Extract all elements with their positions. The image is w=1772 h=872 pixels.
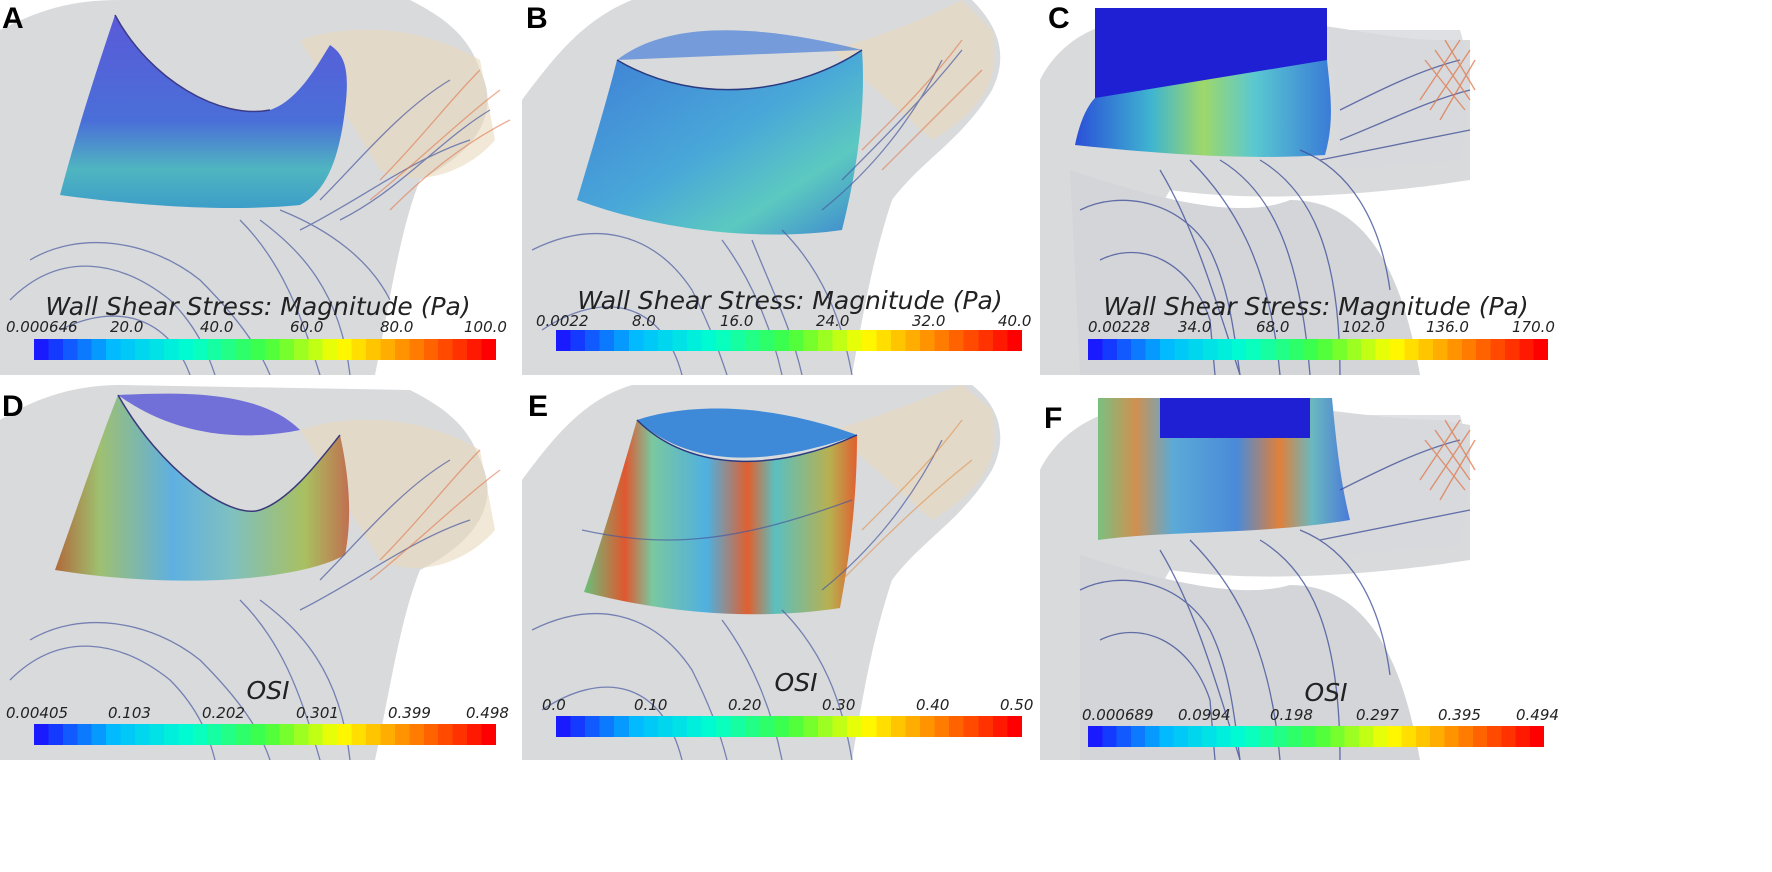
panel-label: E xyxy=(528,390,549,423)
colorbar-tick: 8.0 xyxy=(632,312,656,330)
vessel-render-e xyxy=(522,380,1040,760)
vessel-render-a xyxy=(0,0,522,375)
colorbar-tick: 60.0 xyxy=(290,318,324,336)
vessel-render-c xyxy=(1040,0,1570,375)
panel-label: C xyxy=(1048,2,1070,35)
colorbar-tick: 0.301 xyxy=(296,704,339,722)
colorbar-tick: 0.399 xyxy=(388,704,431,722)
panel-label: B xyxy=(526,2,548,35)
colorbar-tick: 0.0 xyxy=(542,696,566,714)
colorbar-tick: 24.0 xyxy=(816,312,850,330)
colorbar-tick: 34.0 xyxy=(1178,318,1212,336)
colorbar-tick: 0.0022 xyxy=(536,312,589,330)
colorbar-tick: 0.00228 xyxy=(1088,318,1151,336)
colorbar-title: OSI xyxy=(774,668,818,697)
colorbar xyxy=(1088,726,1544,747)
colorbar-tick: 0.395 xyxy=(1438,706,1481,724)
colorbar-tick: 170.0 xyxy=(1512,318,1555,336)
vessel-render-f xyxy=(1040,380,1570,760)
colorbar-title: Wall Shear Stress: Magnitude (Pa) xyxy=(45,292,471,321)
colorbar-title: Wall Shear Stress: Magnitude (Pa) xyxy=(577,286,1003,315)
colorbar xyxy=(556,330,1022,351)
vessel-render-b xyxy=(522,0,1040,375)
colorbar-tick: 40.0 xyxy=(200,318,234,336)
colorbar xyxy=(1088,339,1548,360)
colorbar-tick: 32.0 xyxy=(912,312,946,330)
colorbar-tick: 0.000689 xyxy=(1082,706,1154,724)
colorbar-tick: 0.50 xyxy=(1000,696,1034,714)
panel-c: C Wall Shear Stress: Magnitude (Pa) 0.00… xyxy=(1040,0,1570,375)
colorbar xyxy=(34,339,496,360)
colorbar-tick: 0.297 xyxy=(1356,706,1399,724)
vessel-render-d xyxy=(0,380,522,760)
panel-a: A Wall Shear Stress: Magnitude (Pa) 0.00… xyxy=(0,0,522,375)
colorbar-tick: 80.0 xyxy=(380,318,414,336)
colorbar-tick: 0.0994 xyxy=(1178,706,1231,724)
colorbar-title: OSI xyxy=(246,676,290,705)
colorbar-title: Wall Shear Stress: Magnitude (Pa) xyxy=(1103,292,1529,321)
colorbar-tick: 0.40 xyxy=(916,696,950,714)
panel-label: D xyxy=(2,390,24,423)
colorbar-tick: 0.00405 xyxy=(6,704,69,722)
colorbar xyxy=(556,716,1022,737)
colorbar-tick: 0.103 xyxy=(108,704,151,722)
colorbar-tick: 40.0 xyxy=(998,312,1032,330)
colorbar-tick: 16.0 xyxy=(720,312,754,330)
colorbar-tick: 0.494 xyxy=(1516,706,1559,724)
colorbar-tick: 102.0 xyxy=(1342,318,1385,336)
colorbar-tick: 0.20 xyxy=(728,696,762,714)
panel-e: E OSI 0.0 0.10 0.20 0.30 0.40 0.50 xyxy=(522,380,1040,760)
colorbar-title: OSI xyxy=(1304,678,1348,707)
colorbar xyxy=(34,724,496,745)
colorbar-tick: 100.0 xyxy=(464,318,507,336)
panel-b: B Wall Shear Stress: Magnitude (Pa) 0.00… xyxy=(522,0,1040,375)
colorbar-tick: 136.0 xyxy=(1426,318,1469,336)
colorbar-tick: 20.0 xyxy=(110,318,144,336)
colorbar-tick: 0.000646 xyxy=(6,318,78,336)
panel-f: F OSI 0.000689 0.0994 0.198 0.297 0.395 … xyxy=(1040,380,1570,760)
colorbar-tick: 0.30 xyxy=(822,696,856,714)
colorbar-tick: 0.202 xyxy=(202,704,245,722)
panel-label: A xyxy=(2,2,24,35)
colorbar-tick: 0.198 xyxy=(1270,706,1313,724)
colorbar-tick: 0.10 xyxy=(634,696,668,714)
colorbar-tick: 68.0 xyxy=(1256,318,1290,336)
colorbar-tick: 0.498 xyxy=(466,704,509,722)
panel-d: D OSI 0.00405 0.103 0.202 0.301 0.399 0.… xyxy=(0,380,522,760)
panel-label: F xyxy=(1044,402,1063,435)
